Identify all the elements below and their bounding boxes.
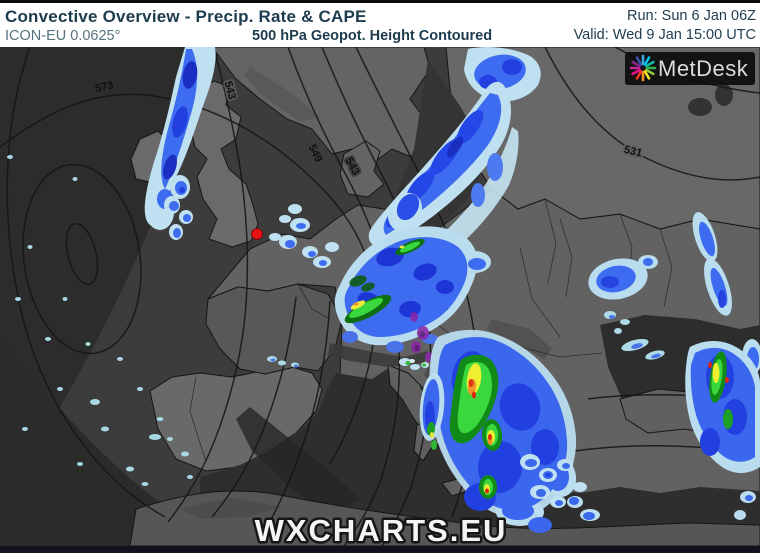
- valid-time-label: Valid: Wed 9 Jan 15:00 UTC: [573, 27, 756, 43]
- wxcharts-watermark: WXCHARTS.EU: [255, 513, 508, 546]
- contour-543-west: [167, 47, 249, 523]
- precip-crimea-specks: [604, 311, 630, 334]
- atlas-shading: [180, 497, 280, 519]
- balearic-dark-patch: [236, 407, 360, 517]
- metdesk-logo: MetDesk: [625, 52, 755, 85]
- carpathians-shading: [486, 319, 552, 359]
- map-canvas: 573 543 549 543 531: [0, 47, 760, 546]
- precip-belarus: [588, 255, 658, 300]
- bottom-border-bar: [0, 546, 760, 553]
- precip-finland: [464, 47, 541, 102]
- precip-netherlands: [269, 204, 339, 268]
- contour-field-label: 500 hPa Geopot. Height Contoured: [252, 28, 493, 44]
- location-marker: [251, 228, 263, 240]
- chart-header: Convective Overview - Precip. Rate & CAP…: [0, 3, 760, 47]
- contour-iberia-1: [211, 296, 297, 518]
- precip-east-turkey-cluster: [621, 338, 760, 520]
- lake-onega: [715, 84, 733, 106]
- metdesk-logo-text: MetDesk: [658, 56, 749, 81]
- precip-alps-south: [399, 358, 429, 370]
- precip-central-europe: [334, 226, 491, 353]
- precip-norway-band: [144, 47, 216, 230]
- metdesk-starburst-icon: [629, 54, 657, 82]
- precipitation: [7, 47, 760, 533]
- lake-ladoga: [688, 98, 712, 116]
- precip-ne-band: [692, 212, 760, 375]
- land-great-britain: [188, 80, 259, 248]
- precip-north-spain-coast: [267, 356, 299, 368]
- weather-map: 573 543 549 543 531: [0, 47, 760, 546]
- norway-fjords-shading: [244, 67, 320, 122]
- run-time-label: Run: Sun 6 Jan 06Z: [627, 8, 756, 24]
- page-title: Convective Overview - Precip. Rate & CAP…: [5, 7, 367, 26]
- contour-573: [0, 93, 377, 465]
- top-border-bar: [0, 0, 760, 3]
- contour-labels: 573 543 549 543 531: [92, 77, 645, 179]
- precip-adriatic-convective-system: [419, 329, 583, 533]
- contour-531: [544, 47, 760, 181]
- land-north-africa: [129, 490, 760, 546]
- contour-low-mid: [22, 163, 142, 355]
- precip-greece-aegean: [520, 454, 600, 521]
- precip-freezing-slovenia: [410, 312, 433, 362]
- precip-scotland-west: [164, 175, 193, 240]
- metdesk-logo-background: [625, 52, 755, 85]
- contour-iberia-2: [267, 300, 331, 526]
- precip-atlantic-specks: [7, 155, 193, 486]
- contour-low-inner: [65, 222, 99, 286]
- model-label: ICON-EU 0.0625°: [5, 28, 121, 44]
